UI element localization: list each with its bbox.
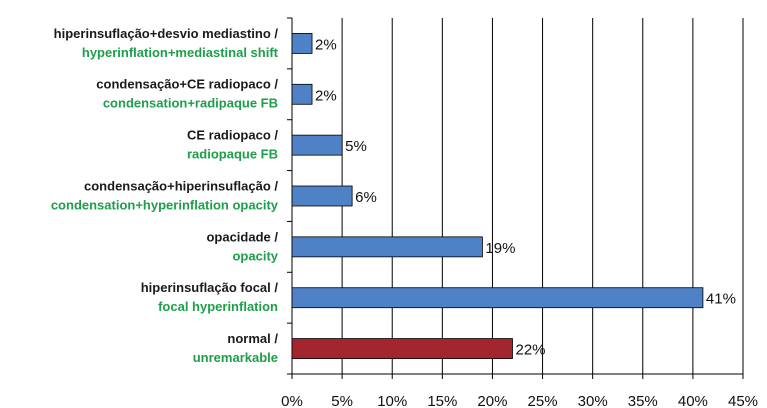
value-label: 41% bbox=[706, 291, 736, 308]
category-label: condensação+CE radiopaco / bbox=[96, 77, 278, 92]
category-label: unremarkable bbox=[193, 350, 278, 365]
bar bbox=[291, 338, 513, 359]
category-label: condensação+hiperinsuflação / bbox=[84, 178, 278, 193]
bar bbox=[291, 236, 483, 258]
x-tick-label: 40% bbox=[678, 393, 708, 408]
value-label: 5% bbox=[345, 138, 367, 155]
bar bbox=[291, 33, 313, 54]
x-tick-label: 10% bbox=[377, 393, 407, 408]
value-label: 6% bbox=[355, 189, 377, 206]
bar bbox=[291, 185, 353, 207]
category-label: focal hyperinflation bbox=[158, 299, 278, 314]
category-label: hyperinflation+mediastinal shift bbox=[82, 45, 279, 60]
category-label: opacidade / bbox=[206, 229, 278, 244]
category-label: radiopaque FB bbox=[187, 147, 278, 162]
x-tick-label: 25% bbox=[528, 393, 558, 408]
x-tick-label: 45% bbox=[728, 393, 758, 408]
category-label: opacity bbox=[232, 248, 278, 263]
bar bbox=[291, 83, 313, 105]
x-tick-label: 35% bbox=[628, 393, 658, 408]
bar bbox=[291, 287, 704, 309]
category-label: CE radiopaco / bbox=[187, 128, 278, 143]
x-tick-label: 5% bbox=[331, 393, 353, 408]
category-label: condensation+hyperinflation opacity bbox=[51, 197, 279, 212]
x-tick-label: 15% bbox=[427, 393, 457, 408]
value-label: 2% bbox=[315, 36, 337, 53]
category-label: hiperinsuflação focal / bbox=[141, 280, 279, 295]
category-label: condensation+radipaque FB bbox=[103, 96, 278, 111]
value-label: 22% bbox=[515, 342, 545, 359]
bar bbox=[291, 134, 343, 156]
x-tick-label: 20% bbox=[477, 393, 507, 408]
value-label: 19% bbox=[485, 240, 515, 257]
x-tick-label: 0% bbox=[281, 393, 303, 408]
category-label: normal / bbox=[227, 331, 278, 346]
category-label: hiperinsuflação+desvio mediastino / bbox=[54, 26, 279, 41]
value-label: 2% bbox=[315, 87, 337, 104]
x-tick-label: 30% bbox=[578, 393, 608, 408]
